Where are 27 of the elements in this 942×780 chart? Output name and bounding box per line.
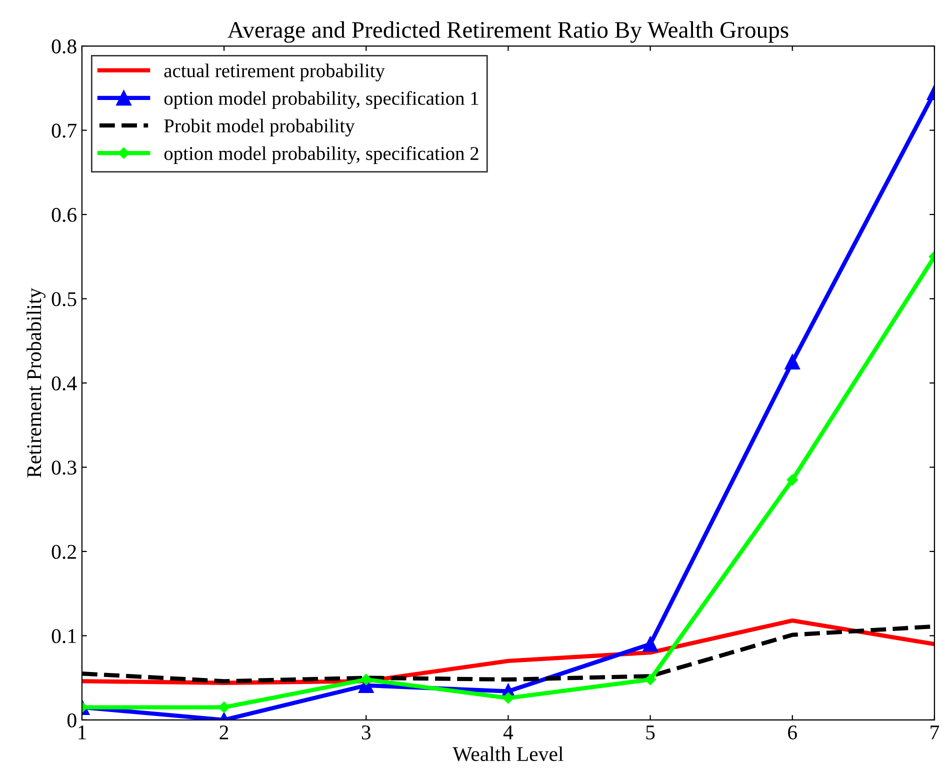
x-tick-label: 7 xyxy=(930,726,940,740)
chart-title: Average and Predicted Retirement Ratio By Wealth Groups xyxy=(228,21,788,43)
y-tick-label: 0.7 xyxy=(52,124,76,138)
x-axis-title: Wealth Level xyxy=(452,746,564,762)
y-tick-label: 0.4 xyxy=(52,376,77,391)
y-tick-label: 0.1 xyxy=(52,629,76,644)
x-tick-label: 4 xyxy=(503,726,514,740)
point xyxy=(502,692,514,704)
y-tick-label: 0.6 xyxy=(52,208,76,222)
x-tick-label: 2 xyxy=(220,725,228,740)
x-tick-label: 1 xyxy=(78,726,86,740)
legend-label: Probit model probability xyxy=(164,118,355,136)
x-tick-label: 3 xyxy=(362,725,371,740)
legend-label: option model probability, specification 2 xyxy=(164,146,478,164)
y-tick-label: 0.2 xyxy=(52,544,76,559)
x-tick-label: 5 xyxy=(646,726,655,740)
y-tick-label: 0 xyxy=(67,713,76,728)
legend-label: option model probability, specification 1 xyxy=(164,91,478,109)
x-tick-label: 6 xyxy=(788,725,797,740)
legend-label: actual retirement probability xyxy=(164,64,385,82)
y-tick-label: 0.8 xyxy=(52,39,76,54)
y-tick-label: 0.5 xyxy=(52,292,76,306)
point xyxy=(360,674,372,686)
point xyxy=(642,636,658,652)
y-axis-title: Retirement Probability xyxy=(26,288,46,478)
y-tick-label: 0.3 xyxy=(52,460,76,475)
point xyxy=(644,674,656,686)
